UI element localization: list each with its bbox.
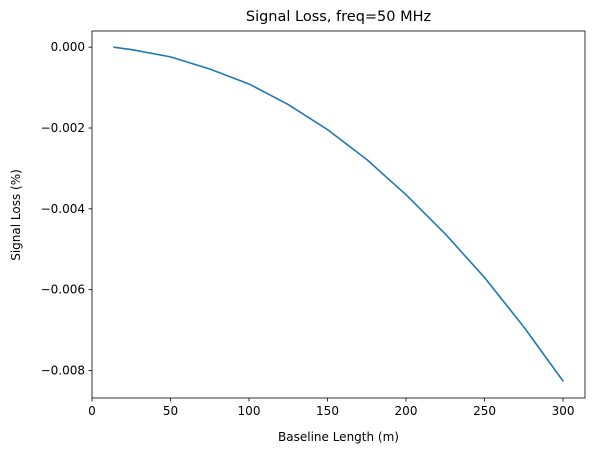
x-axis-ticks: 0 50 100 150 200 250 300 [88,398,574,418]
x-tick-label: 100 [238,404,261,418]
chart-title: Signal Loss, freq=50 MHz [246,9,431,25]
y-tick-label: −0.006 [41,283,85,297]
y-tick-label: 0.000 [51,40,85,54]
x-tick-label: 0 [88,404,96,418]
y-tick-label: −0.008 [41,364,85,378]
x-tick-label: 200 [395,404,418,418]
y-axis-ticks: 0.000 −0.002 −0.004 −0.006 −0.008 [41,40,92,378]
x-axis-label: Baseline Length (m) [278,430,399,444]
x-tick-label: 250 [473,404,496,418]
y-tick-label: −0.004 [41,202,85,216]
x-tick-label: 150 [316,404,339,418]
x-tick-label: 50 [163,404,178,418]
y-axis-label: Signal Loss (%) [9,169,23,261]
series-line-0 [113,46,564,382]
y-tick-label: −0.002 [41,121,85,135]
plot-frame [91,30,586,399]
x-tick-label: 300 [552,404,575,418]
plot-area [91,30,586,399]
